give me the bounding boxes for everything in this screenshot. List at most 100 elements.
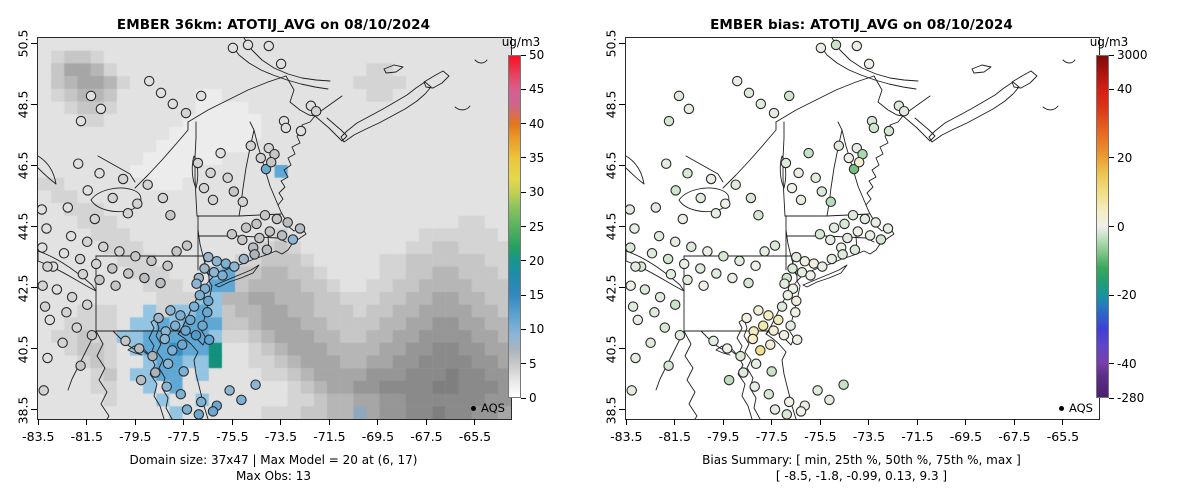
- aqs-station-marker: [702, 246, 713, 257]
- aqs-station-marker: [207, 406, 219, 417]
- aqs-station-marker: [851, 40, 863, 52]
- y-axis-tick-label: 40.5: [15, 335, 31, 364]
- y-axis-tick-mark: [619, 103, 625, 105]
- aqs-station-marker: [255, 152, 267, 164]
- aqs-station-marker: [250, 379, 261, 390]
- aqs-station-marker: [663, 115, 675, 127]
- aqs-station-marker: [177, 339, 188, 350]
- y-axis-tick-mark: [31, 409, 37, 411]
- colorbar-tick-mark: [521, 328, 526, 330]
- aqs-station-marker: [708, 335, 719, 347]
- aqs-station-marker: [117, 173, 129, 185]
- aqs-station-marker: [171, 246, 182, 257]
- aqs-station-marker: [848, 163, 860, 175]
- colorbar-tick-mark: [521, 226, 526, 227]
- x-axis-tick-mark: [1062, 419, 1064, 425]
- colorbar-tick-label: 10: [529, 322, 545, 337]
- aqs-station-marker: [259, 209, 271, 221]
- aqs-station-marker: [58, 248, 70, 259]
- colorbar-tick-label: 5: [529, 356, 537, 371]
- y-axis-tick-mark: [619, 225, 625, 227]
- aqs-station-marker: [875, 234, 887, 245]
- aqs-station-marker: [198, 182, 210, 194]
- aqs-station-marker: [203, 295, 214, 307]
- aqs-station-marker: [816, 186, 828, 197]
- aqs-station-marker: [203, 251, 214, 263]
- x-axis-tick-label: -73.5: [264, 429, 298, 444]
- aqs-station-marker: [275, 58, 287, 70]
- aqs-station-marker: [826, 253, 838, 265]
- aqs-station-marker: [199, 263, 210, 274]
- map-image: [626, 38, 1076, 419]
- aqs-station-marker: [193, 409, 205, 419]
- aqs-station-marker: [682, 274, 693, 286]
- aqs-station-marker: [795, 406, 807, 417]
- aqs-station-marker: [222, 172, 233, 184]
- aqs-station-marker: [181, 404, 193, 415]
- aqs-station-marker: [114, 246, 125, 257]
- x-axis-tick-mark: [674, 419, 676, 425]
- aqs-station-marker: [654, 291, 666, 303]
- x-axis-tick-label: -79.5: [707, 429, 740, 444]
- colorbar-tick-mark: [521, 157, 526, 159]
- aqs-station-marker: [161, 381, 172, 392]
- aqs-station-marker: [721, 343, 733, 354]
- colorbar-tick-mark: [1109, 226, 1114, 227]
- y-axis-tick-mark: [619, 164, 625, 166]
- aqs-station-marker: [175, 310, 186, 321]
- colorbar-tick-label: 20: [529, 253, 545, 268]
- aqs-station-marker: [165, 209, 176, 221]
- y-axis-tick-label: 50.5: [15, 29, 31, 58]
- aqs-station-marker: [678, 258, 690, 270]
- aqs-station-marker: [791, 334, 803, 346]
- aqs-station-marker: [181, 240, 193, 251]
- aqs-station-marker: [74, 253, 86, 265]
- aqs-station-marker: [251, 218, 262, 230]
- aqs-station-marker: [155, 87, 167, 99]
- colorbar-tick-mark: [521, 397, 526, 399]
- colorbar-tick-label: 50: [529, 48, 545, 62]
- aqs-station-marker: [783, 90, 795, 102]
- aqs-station-marker: [287, 234, 299, 245]
- aqs-station-marker: [778, 329, 790, 341]
- x-axis-tick-label: -77.5: [167, 429, 201, 444]
- panel-title: EMBER bias: ATOTIJ_AVG on 08/10/2024: [710, 17, 1013, 34]
- aqs-station-marker: [626, 280, 636, 291]
- aqs-station-marker: [757, 320, 769, 331]
- aqs-station-marker: [662, 253, 674, 265]
- aqs-station-marker: [718, 251, 729, 262]
- aqs-station-marker: [859, 213, 871, 225]
- model-raster-field: [38, 38, 511, 419]
- x-axis-tick-mark: [231, 419, 233, 425]
- aqs-station-marker: [646, 248, 658, 259]
- aqs-station-marker: [143, 75, 155, 87]
- aqs-station-marker: [62, 202, 74, 213]
- aqs-station-marker: [882, 223, 894, 234]
- aqs-station-marker: [825, 196, 837, 208]
- aqs-station-marker: [153, 312, 164, 324]
- aqs-station-marker: [162, 260, 173, 272]
- aqs-station-marker: [61, 307, 72, 318]
- colorbar-tick-label: -40: [1117, 356, 1137, 371]
- aqs-station-marker: [783, 396, 795, 408]
- aqs-station-marker: [77, 268, 89, 280]
- aqs-station-marker: [780, 157, 792, 169]
- aqs-station-marker: [157, 192, 169, 204]
- aqs-station-marker: [82, 185, 93, 196]
- y-axis-tick-mark: [31, 42, 37, 44]
- colorbar-tick-mark: [1109, 88, 1114, 90]
- aqs-station-marker: [95, 103, 107, 115]
- aqs-station-marker: [242, 39, 254, 51]
- aqs-station-marker: [830, 39, 842, 51]
- aqs-station-marker: [730, 179, 741, 190]
- x-axis-tick-label: -67.5: [410, 429, 443, 444]
- aqs-station-marker: [98, 241, 109, 253]
- x-axis-tick-mark: [819, 419, 821, 425]
- colorbar-tick-label: 25: [529, 219, 545, 234]
- aqs-station-marker: [265, 156, 277, 168]
- colorbar: [508, 55, 521, 398]
- aqs-station-marker: [630, 261, 641, 272]
- aqs-station-marker: [629, 223, 640, 234]
- colorbar-tick-mark: [1109, 294, 1114, 296]
- aqs-station-marker: [653, 230, 665, 242]
